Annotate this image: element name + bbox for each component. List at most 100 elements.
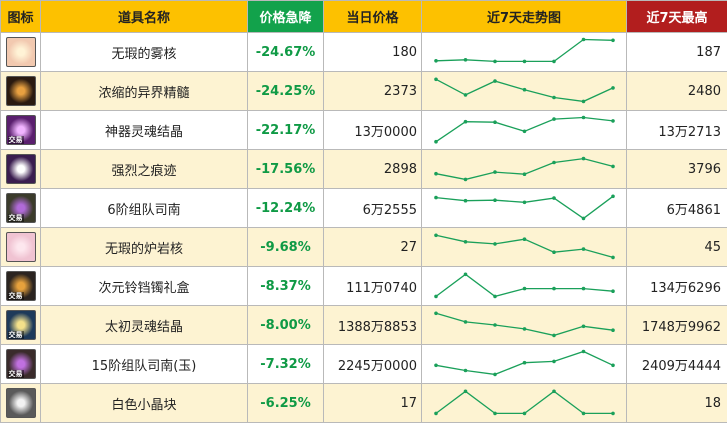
dark-essence-icon <box>5 76 36 106</box>
trend-point <box>434 294 438 299</box>
trend-point <box>522 172 527 176</box>
trend-point <box>434 77 438 82</box>
price-drop-percent: -8.37% <box>247 266 324 306</box>
trend-point <box>552 333 556 338</box>
item-icon-cell: 交易 <box>0 305 41 345</box>
trend-point <box>581 156 586 161</box>
price-drop-percent: -8.00% <box>247 305 324 345</box>
seven-day-high: 3796 <box>626 149 727 189</box>
trend-point <box>463 368 468 373</box>
today-price: 2245万0000 <box>323 344 422 384</box>
table-row: 交易 太初灵魂结晶 -8.00% 1388万8853 1748万9962 <box>0 305 727 345</box>
table-body: 无瑕的雾核 -24.67% 180 187 浓缩的异界精髓 -24.25% 2373 2480… <box>0 32 727 423</box>
trend-sparkline-cell <box>421 227 627 267</box>
trend-point <box>434 59 438 63</box>
table-header-row: 图标 道具名称 价格急降 当日价格 近7天走势图 近7天最高 <box>0 0 727 33</box>
trend-sparkline <box>434 272 615 299</box>
trend-point <box>552 359 556 364</box>
header-7day-high: 近7天最高 <box>626 0 727 33</box>
trend-point <box>463 58 468 62</box>
trend-sparkline-cell <box>421 149 627 189</box>
price-drop-percent: -24.25% <box>247 71 324 111</box>
trend-point <box>581 286 586 291</box>
trend-point <box>581 411 586 416</box>
trend-point <box>493 323 497 327</box>
trend-point <box>493 59 497 64</box>
today-price: 13万0000 <box>323 110 422 150</box>
trend-sparkline <box>434 389 615 416</box>
trade-tag: 交易 <box>7 214 24 222</box>
seven-day-high: 18 <box>626 383 727 423</box>
item-name: 15阶组队司南(玉) <box>40 344 248 384</box>
item-name: 次元铃铛镯礼盒 <box>40 266 248 306</box>
table-row: 无瑕的炉岩核 -9.68% 27 45 <box>0 227 727 267</box>
header-icon: 图标 <box>0 0 41 33</box>
table-row: 交易 15阶组队司南(玉) -7.32% 2245万0000 2409万4444 <box>0 344 727 384</box>
trend-line <box>435 312 614 337</box>
today-price: 17 <box>323 383 422 423</box>
trend-sparkline-cell <box>421 32 627 72</box>
trend-point <box>463 240 468 244</box>
trend-point <box>463 320 468 324</box>
item-icon-cell <box>0 32 41 72</box>
purple-crystal-icon: 交易 <box>5 115 36 145</box>
trend-point <box>493 198 497 202</box>
trend-line <box>435 157 614 181</box>
trend-point <box>611 86 615 90</box>
item-name: 无瑕的炉岩核 <box>40 227 248 267</box>
trend-sparkline <box>434 115 615 144</box>
compass-icon: 交易 <box>5 193 36 223</box>
trend-point <box>522 286 527 291</box>
bell-box-icon: 交易 <box>5 271 36 301</box>
table-row: 无瑕的雾核 -24.67% 180 187 <box>0 32 727 72</box>
trend-sparkline-cell <box>421 71 627 111</box>
trend-point <box>611 411 615 416</box>
item-icon-cell: 交易 <box>0 188 41 228</box>
trend-point <box>434 139 438 144</box>
trend-point <box>522 237 527 241</box>
trend-sparkline <box>434 349 615 377</box>
trend-point <box>493 294 497 299</box>
header-item-name: 道具名称 <box>40 0 248 33</box>
trend-point <box>552 160 556 165</box>
today-price: 1388万8853 <box>323 305 422 345</box>
trend-point <box>522 87 527 92</box>
trend-point <box>463 272 468 277</box>
trend-point <box>522 129 527 134</box>
trend-point <box>434 171 438 176</box>
trend-point <box>522 411 527 416</box>
trend-sparkline-cell <box>421 188 627 228</box>
table-row: 交易 神器灵魂结晶 -22.17% 13万0000 13万2713 <box>0 110 727 150</box>
white-spark-icon <box>5 154 36 184</box>
trade-tag: 交易 <box>7 331 24 339</box>
item-name: 太初灵魂结晶 <box>40 305 248 345</box>
trend-point <box>522 200 527 205</box>
item-name: 强烈之痕迹 <box>40 149 248 189</box>
today-price: 2373 <box>323 71 422 111</box>
trend-point <box>434 363 438 368</box>
item-icon-cell: 交易 <box>0 110 41 150</box>
trade-tag: 交易 <box>7 370 24 378</box>
trend-point <box>581 247 586 251</box>
trend-sparkline-cell <box>421 305 627 345</box>
seven-day-high: 1748万9962 <box>626 305 727 345</box>
trend-point <box>463 119 468 124</box>
trend-point <box>552 250 556 254</box>
seven-day-high: 6万4861 <box>626 188 727 228</box>
trend-point <box>611 289 615 293</box>
trend-point <box>611 38 615 43</box>
trend-point <box>493 411 497 416</box>
trend-point <box>493 79 497 83</box>
trend-point <box>463 198 468 203</box>
trend-point <box>552 286 556 291</box>
today-price: 180 <box>323 32 422 72</box>
trend-point <box>552 389 556 394</box>
trend-point <box>581 324 586 329</box>
trend-sparkline <box>434 77 615 104</box>
trend-line <box>435 273 614 298</box>
trend-point <box>434 311 438 316</box>
trend-point <box>581 216 586 221</box>
today-price: 6万2555 <box>323 188 422 228</box>
price-drop-percent: -24.67% <box>247 32 324 72</box>
item-icon-cell: 交易 <box>0 266 41 306</box>
